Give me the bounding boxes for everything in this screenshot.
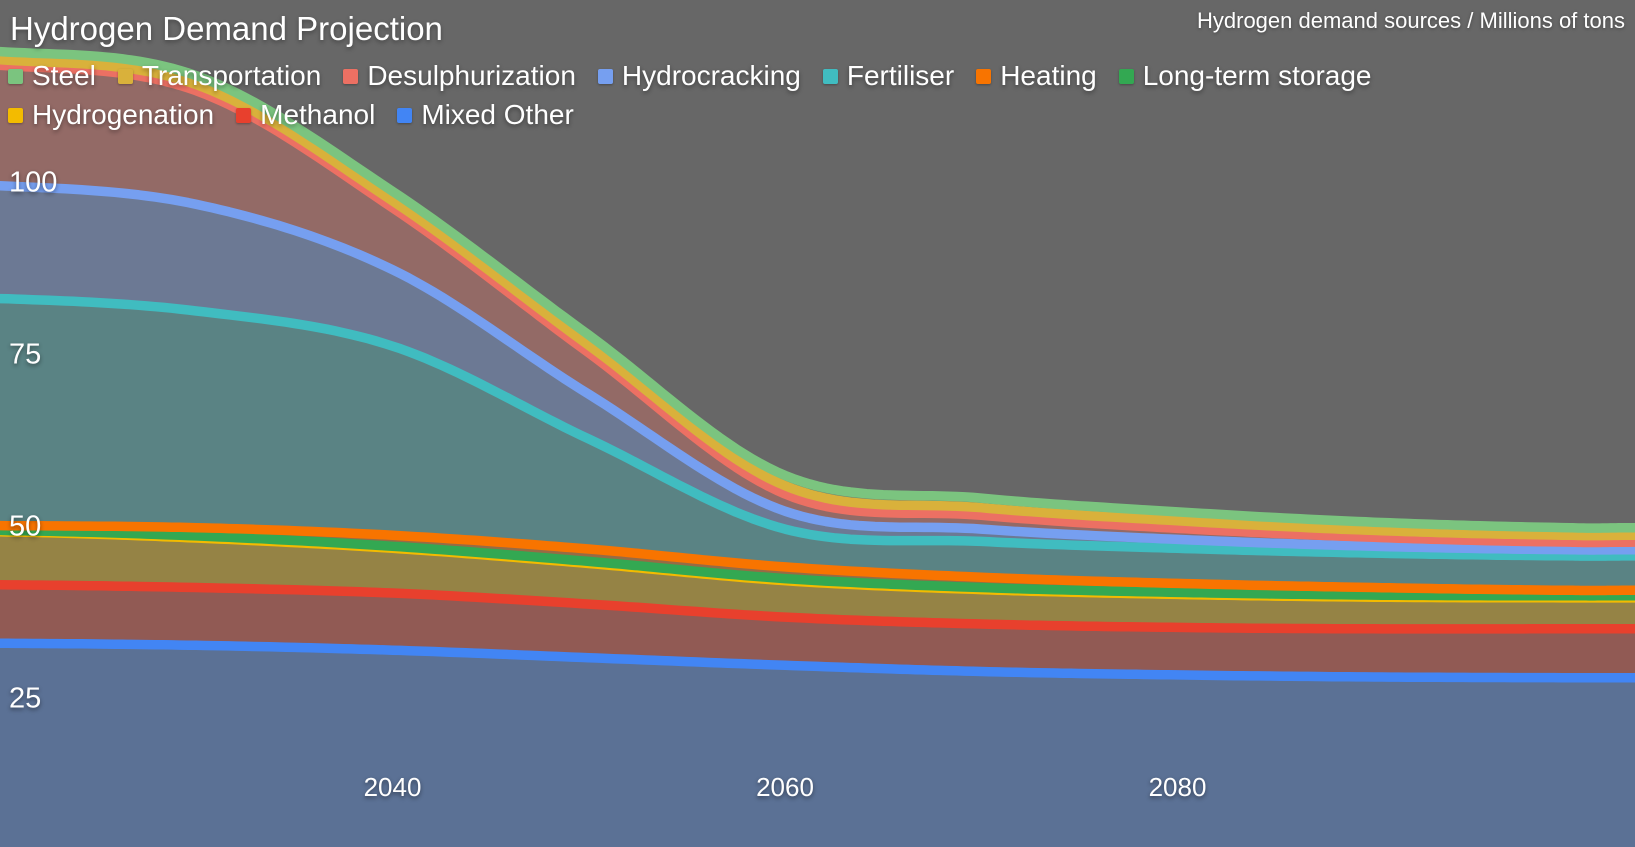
legend-swatch-hydrogenation	[8, 107, 23, 123]
legend-label: Long-term storage	[1142, 60, 1372, 91]
line-steel[interactable]	[0, 46, 1635, 533]
legend-swatch-mixed-other	[397, 107, 413, 123]
line-mixed-other[interactable]	[0, 638, 1635, 683]
legend-item-heating[interactable]: Heating	[976, 60, 1097, 92]
x-tick-2060: 2060	[756, 772, 814, 802]
chart-subtitle: Hydrogen demand sources / Millions of to…	[1197, 8, 1625, 33]
legend-label: Heating	[1000, 60, 1097, 91]
line-transportation[interactable]	[0, 55, 1635, 541]
y-tick-100: 100	[9, 166, 58, 199]
legend-swatch-steel	[8, 68, 23, 84]
page-title: Hydrogen Demand Projection	[10, 10, 443, 47]
legend-swatch-fertiliser	[822, 68, 838, 84]
legend-item-fertiliser[interactable]: Fertiliser	[822, 60, 955, 92]
line-long-term-storage[interactable]	[0, 525, 1635, 601]
y-tick-75: 75	[9, 338, 42, 371]
legend-label: Desulphurization	[367, 60, 576, 91]
area-methanol[interactable]	[0, 584, 1635, 678]
x-tick-2080: 2080	[1148, 772, 1207, 802]
legend-label: Transportation	[141, 60, 322, 91]
area-mixed-other[interactable]	[0, 643, 1635, 847]
x-tick-2040: 2040	[363, 772, 422, 802]
legend-swatch-methanol	[236, 107, 252, 123]
legend-swatch-heating	[976, 68, 992, 84]
legend-label: Methanol	[260, 99, 376, 130]
legend-item-transportation[interactable]: Transportation	[117, 60, 322, 92]
line-hydrocracking[interactable]	[0, 181, 1635, 555]
y-tick-50: 50	[9, 510, 42, 543]
legend-item-desulphurization[interactable]: Desulphurization	[343, 60, 576, 92]
legend-label: Hydrocracking	[621, 60, 801, 91]
legend-swatch-transportation	[117, 68, 133, 84]
area-desulphurization[interactable]	[0, 65, 1635, 551]
line-desulphurization[interactable]	[0, 60, 1635, 548]
line-methanol[interactable]	[0, 580, 1635, 634]
y-tick-25: 25	[9, 682, 42, 715]
legend: Steel Transportation Desulphurization Hydro…	[8, 60, 1578, 131]
legend-item-methanol[interactable]: Methanol	[236, 99, 375, 131]
legend-item-hydrogenation[interactable]: Hydrogenation	[8, 99, 214, 131]
legend-item-hydrocracking[interactable]: Hydrocracking	[597, 60, 801, 92]
legend-label: Steel	[32, 60, 96, 91]
area-hydrogenation[interactable]	[0, 531, 1635, 629]
legend-item-long-term-storage[interactable]: Long-term storage	[1118, 60, 1372, 92]
legend-label: Hydrogenation	[32, 99, 215, 130]
line-fertiliser[interactable]	[0, 293, 1635, 561]
legend-swatch-hydrocracking	[597, 68, 613, 84]
legend-label: Fertiliser	[846, 60, 955, 91]
legend-label: Mixed Other	[421, 99, 574, 130]
area-fertiliser[interactable]	[0, 298, 1635, 591]
legend-swatch-desulphurization	[343, 68, 359, 84]
legend-swatch-long-term-storage	[1118, 68, 1134, 84]
legend-item-steel[interactable]: Steel	[8, 60, 96, 92]
line-heating[interactable]	[0, 520, 1635, 596]
legend-item-mixed-other[interactable]: Mixed Other	[397, 99, 574, 131]
